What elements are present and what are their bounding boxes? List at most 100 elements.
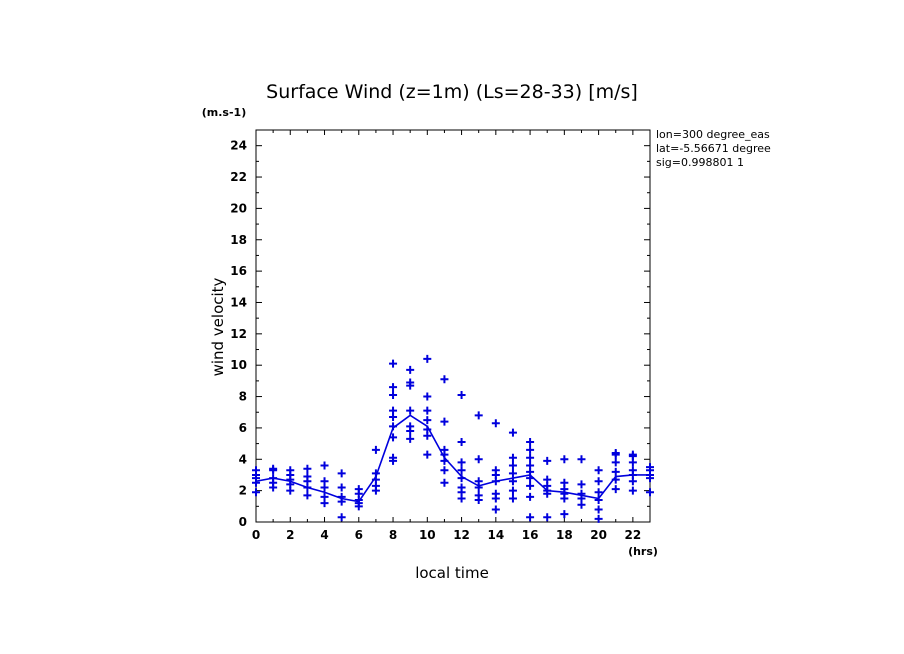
data-point: [389, 412, 398, 421]
y-tick-label: 14: [230, 295, 247, 309]
data-point: [628, 477, 637, 486]
data-point: [508, 494, 517, 503]
data-point: [423, 354, 432, 363]
data-point: [474, 483, 483, 492]
y-tick-label: 10: [230, 358, 247, 372]
data-point: [526, 445, 535, 454]
data-point: [389, 359, 398, 368]
data-point: [457, 438, 466, 447]
data-point: [594, 505, 603, 514]
y-axis-title: wind velocity: [209, 277, 227, 376]
data-point: [320, 483, 329, 492]
data-point: [423, 431, 432, 440]
data-point: [474, 496, 483, 505]
y-tick-label: 8: [239, 390, 247, 404]
data-point: [423, 416, 432, 425]
x-tick-label: 20: [590, 528, 607, 542]
info-lat: lat=-5.56671 degree: [656, 142, 771, 155]
data-point: [577, 500, 586, 509]
data-point: [286, 486, 295, 495]
x-tick-label: 12: [453, 528, 470, 542]
data-point: [354, 502, 363, 511]
y-tick-label: 2: [239, 484, 247, 498]
data-point: [406, 365, 415, 374]
y-unit: (m.s-1): [202, 106, 246, 119]
y-tick-label: 24: [230, 139, 247, 153]
y-tick-label: 6: [239, 421, 247, 435]
data-point: [252, 488, 260, 497]
data-point: [269, 466, 278, 475]
data-point: [406, 427, 415, 436]
data-point: [508, 428, 517, 437]
x-tick-label: 8: [389, 528, 397, 542]
data-point: [457, 390, 466, 399]
data-point: [406, 406, 415, 415]
data-point: [320, 499, 329, 508]
data-point: [594, 514, 603, 523]
chart-title: Surface Wind (z=1m) (Ls=28-33) [m/s]: [266, 81, 638, 103]
data-point: [337, 513, 346, 522]
x-tick-label: 14: [487, 528, 504, 542]
y-tick-label: 16: [230, 264, 247, 278]
data-point: [543, 513, 552, 522]
y-tick-label: 20: [230, 201, 247, 215]
data-point: [337, 483, 346, 492]
data-point: [252, 478, 260, 487]
x-axis-title: local time: [415, 564, 489, 582]
plot-frame: [255, 129, 651, 523]
y-tick-label: 4: [239, 452, 247, 466]
data-point: [560, 455, 569, 464]
y-tick-label: 18: [230, 233, 247, 247]
data-point: [389, 383, 398, 392]
x-unit: (hrs): [628, 545, 658, 558]
data-point: [440, 375, 449, 384]
data-point: [628, 458, 637, 467]
x-tick-label: 4: [320, 528, 328, 542]
data-point: [594, 477, 603, 486]
info-sig: sig=0.998801 1: [656, 156, 744, 169]
data-point: [611, 458, 620, 467]
x-tick-label: 18: [556, 528, 573, 542]
data-point: [508, 469, 517, 478]
data-point: [371, 445, 380, 454]
data-point: [406, 434, 415, 443]
mean-line: [255, 414, 650, 503]
x-tick-label: 22: [625, 528, 642, 542]
x-tick-label: 10: [419, 528, 436, 542]
data-point: [423, 450, 432, 459]
data-point: [577, 455, 586, 464]
data-point: [423, 392, 432, 401]
data-point: [577, 480, 586, 489]
data-point: [320, 461, 329, 470]
data-point: [389, 390, 398, 399]
info-lon: lon=300 degree_eas: [656, 128, 770, 141]
data-point: [611, 485, 620, 494]
data-point: [303, 491, 312, 500]
x-tick-label: 6: [355, 528, 363, 542]
data-point: [371, 486, 380, 495]
x-tick-label: 2: [286, 528, 294, 542]
y-tick-label: 12: [230, 327, 247, 341]
data-point: [303, 464, 312, 473]
data-point: [474, 411, 483, 420]
data-point: [611, 467, 620, 476]
data-point: [646, 488, 654, 497]
data-point: [611, 450, 620, 459]
data-point: [628, 486, 637, 495]
data-point: [440, 417, 449, 426]
data-point: [508, 453, 517, 462]
x-tick-label: 16: [522, 528, 539, 542]
data-point: [491, 419, 500, 428]
data-point: [594, 466, 603, 475]
data-point: [423, 406, 432, 415]
y-tick-label: 22: [230, 170, 247, 184]
data-point: [526, 438, 535, 447]
y-tick-label: 0: [239, 515, 247, 529]
data-point: [526, 481, 535, 490]
data-point: [526, 492, 535, 501]
data-point: [560, 510, 569, 519]
data-point: [389, 456, 398, 465]
data-point: [560, 494, 569, 503]
data-point: [508, 486, 517, 495]
data-point: [269, 483, 278, 492]
